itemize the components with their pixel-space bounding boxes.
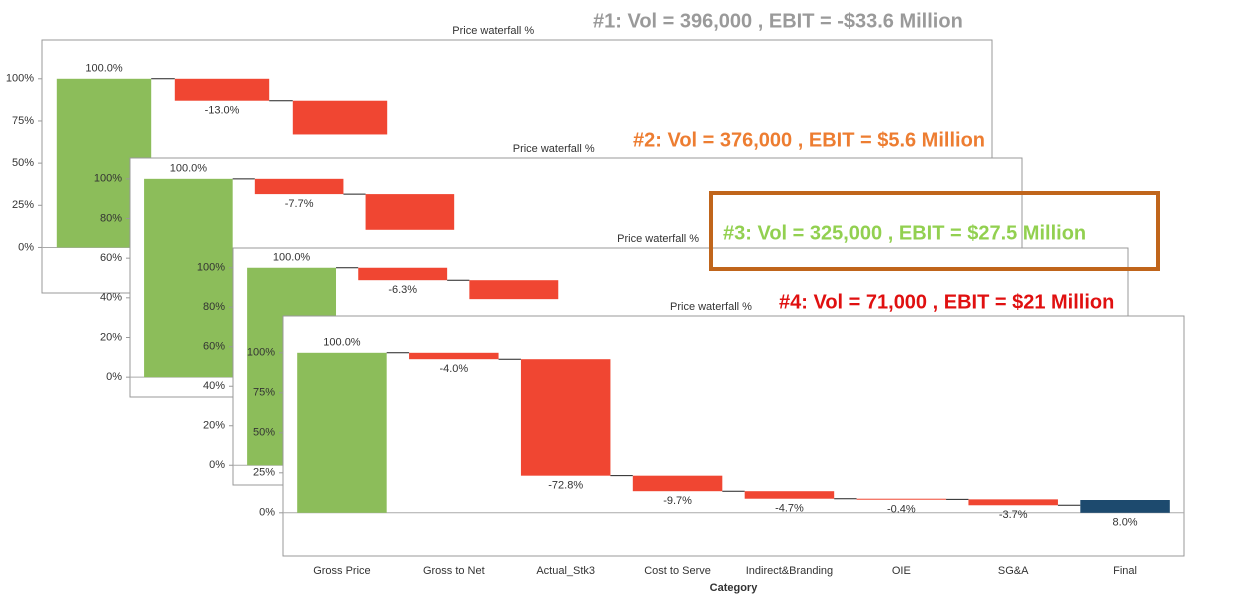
value-label: -0.4% xyxy=(887,503,916,515)
value-label: -72.8% xyxy=(548,480,583,492)
y-tick-label: 100% xyxy=(247,347,275,359)
headline: #2: Vol = 376,000 , EBIT = $5.6 Million xyxy=(633,129,985,151)
headline: #3: Vol = 325,000 , EBIT = $27.5 Million xyxy=(723,222,1086,244)
y-tick-label: 60% xyxy=(203,341,225,353)
chart-title: Price waterfall % xyxy=(617,233,699,245)
y-tick-label: 20% xyxy=(100,331,122,343)
value-label: 100.0% xyxy=(85,63,123,75)
x-tick-label: OIE xyxy=(892,565,911,577)
y-tick-label: 75% xyxy=(253,387,275,399)
waterfall-chart: Price waterfall % 0% 25% 50% 75% 100% 100.0% Gr… xyxy=(247,301,1185,594)
y-tick-label: 100% xyxy=(6,73,34,85)
highlight-box xyxy=(709,191,1160,271)
y-tick-label: 25% xyxy=(253,467,275,479)
bar xyxy=(144,178,233,378)
x-tick-label: Indirect&Branding xyxy=(746,565,833,577)
y-tick-label: 100% xyxy=(197,262,225,274)
bar xyxy=(292,100,388,135)
y-tick-label: 0% xyxy=(209,459,225,471)
y-tick-label: 0% xyxy=(18,241,34,253)
headline: #1: Vol = 396,000 , EBIT = -$33.6 Millio… xyxy=(593,10,963,32)
bar xyxy=(632,475,723,492)
value-label: -7.7% xyxy=(285,198,314,210)
value-label: 100.0% xyxy=(323,337,361,349)
headline: #4: Vol = 71,000 , EBIT = $21 Million xyxy=(779,291,1114,313)
bar xyxy=(297,352,387,513)
y-tick-label: 100% xyxy=(94,173,122,185)
y-tick-label: 75% xyxy=(12,115,34,127)
value-label: 100.0% xyxy=(170,163,208,175)
chart-title: Price waterfall % xyxy=(670,301,752,313)
y-tick-label: 40% xyxy=(100,292,122,304)
bar xyxy=(520,359,611,476)
y-tick-label: 60% xyxy=(100,252,122,264)
y-tick-label: 20% xyxy=(203,420,225,432)
y-tick-label: 50% xyxy=(253,427,275,439)
plot-frame xyxy=(282,315,1185,557)
bar xyxy=(1080,500,1170,513)
bar xyxy=(174,78,270,101)
y-tick-label: 0% xyxy=(106,371,122,383)
bar xyxy=(856,498,947,500)
value-label: -13.0% xyxy=(205,105,240,117)
y-tick-label: 80% xyxy=(100,212,122,224)
x-axis-label: Category xyxy=(710,582,759,594)
value-label: -4.0% xyxy=(439,363,468,375)
chart-title: Price waterfall % xyxy=(513,143,595,155)
bar xyxy=(358,267,448,281)
y-tick-label: 80% xyxy=(203,301,225,313)
bar xyxy=(365,194,455,230)
chart-title: Price waterfall % xyxy=(452,25,534,37)
y-tick-label: 50% xyxy=(12,157,34,169)
x-tick-label: Gross Price xyxy=(313,565,370,577)
x-tick-label: Gross to Net xyxy=(423,565,485,577)
bar xyxy=(744,491,835,499)
value-label: -3.7% xyxy=(999,509,1028,521)
value-label: -6.3% xyxy=(388,284,417,296)
y-tick-label: 40% xyxy=(203,380,225,392)
y-tick-label: 0% xyxy=(259,507,275,519)
x-tick-label: SG&A xyxy=(998,565,1029,577)
x-tick-label: Final xyxy=(1113,565,1137,577)
bar xyxy=(409,352,499,360)
bar xyxy=(968,499,1058,506)
value-label: -4.7% xyxy=(775,503,804,515)
bar xyxy=(469,280,559,300)
y-tick-label: 25% xyxy=(12,199,34,211)
value-label: -9.7% xyxy=(663,495,692,507)
x-tick-label: Cost to Serve xyxy=(644,565,711,577)
value-label: 100.0% xyxy=(273,252,311,264)
value-label: 8.0% xyxy=(1113,517,1138,529)
x-tick-label: Actual_Stk3 xyxy=(536,565,595,577)
bar xyxy=(254,178,344,195)
